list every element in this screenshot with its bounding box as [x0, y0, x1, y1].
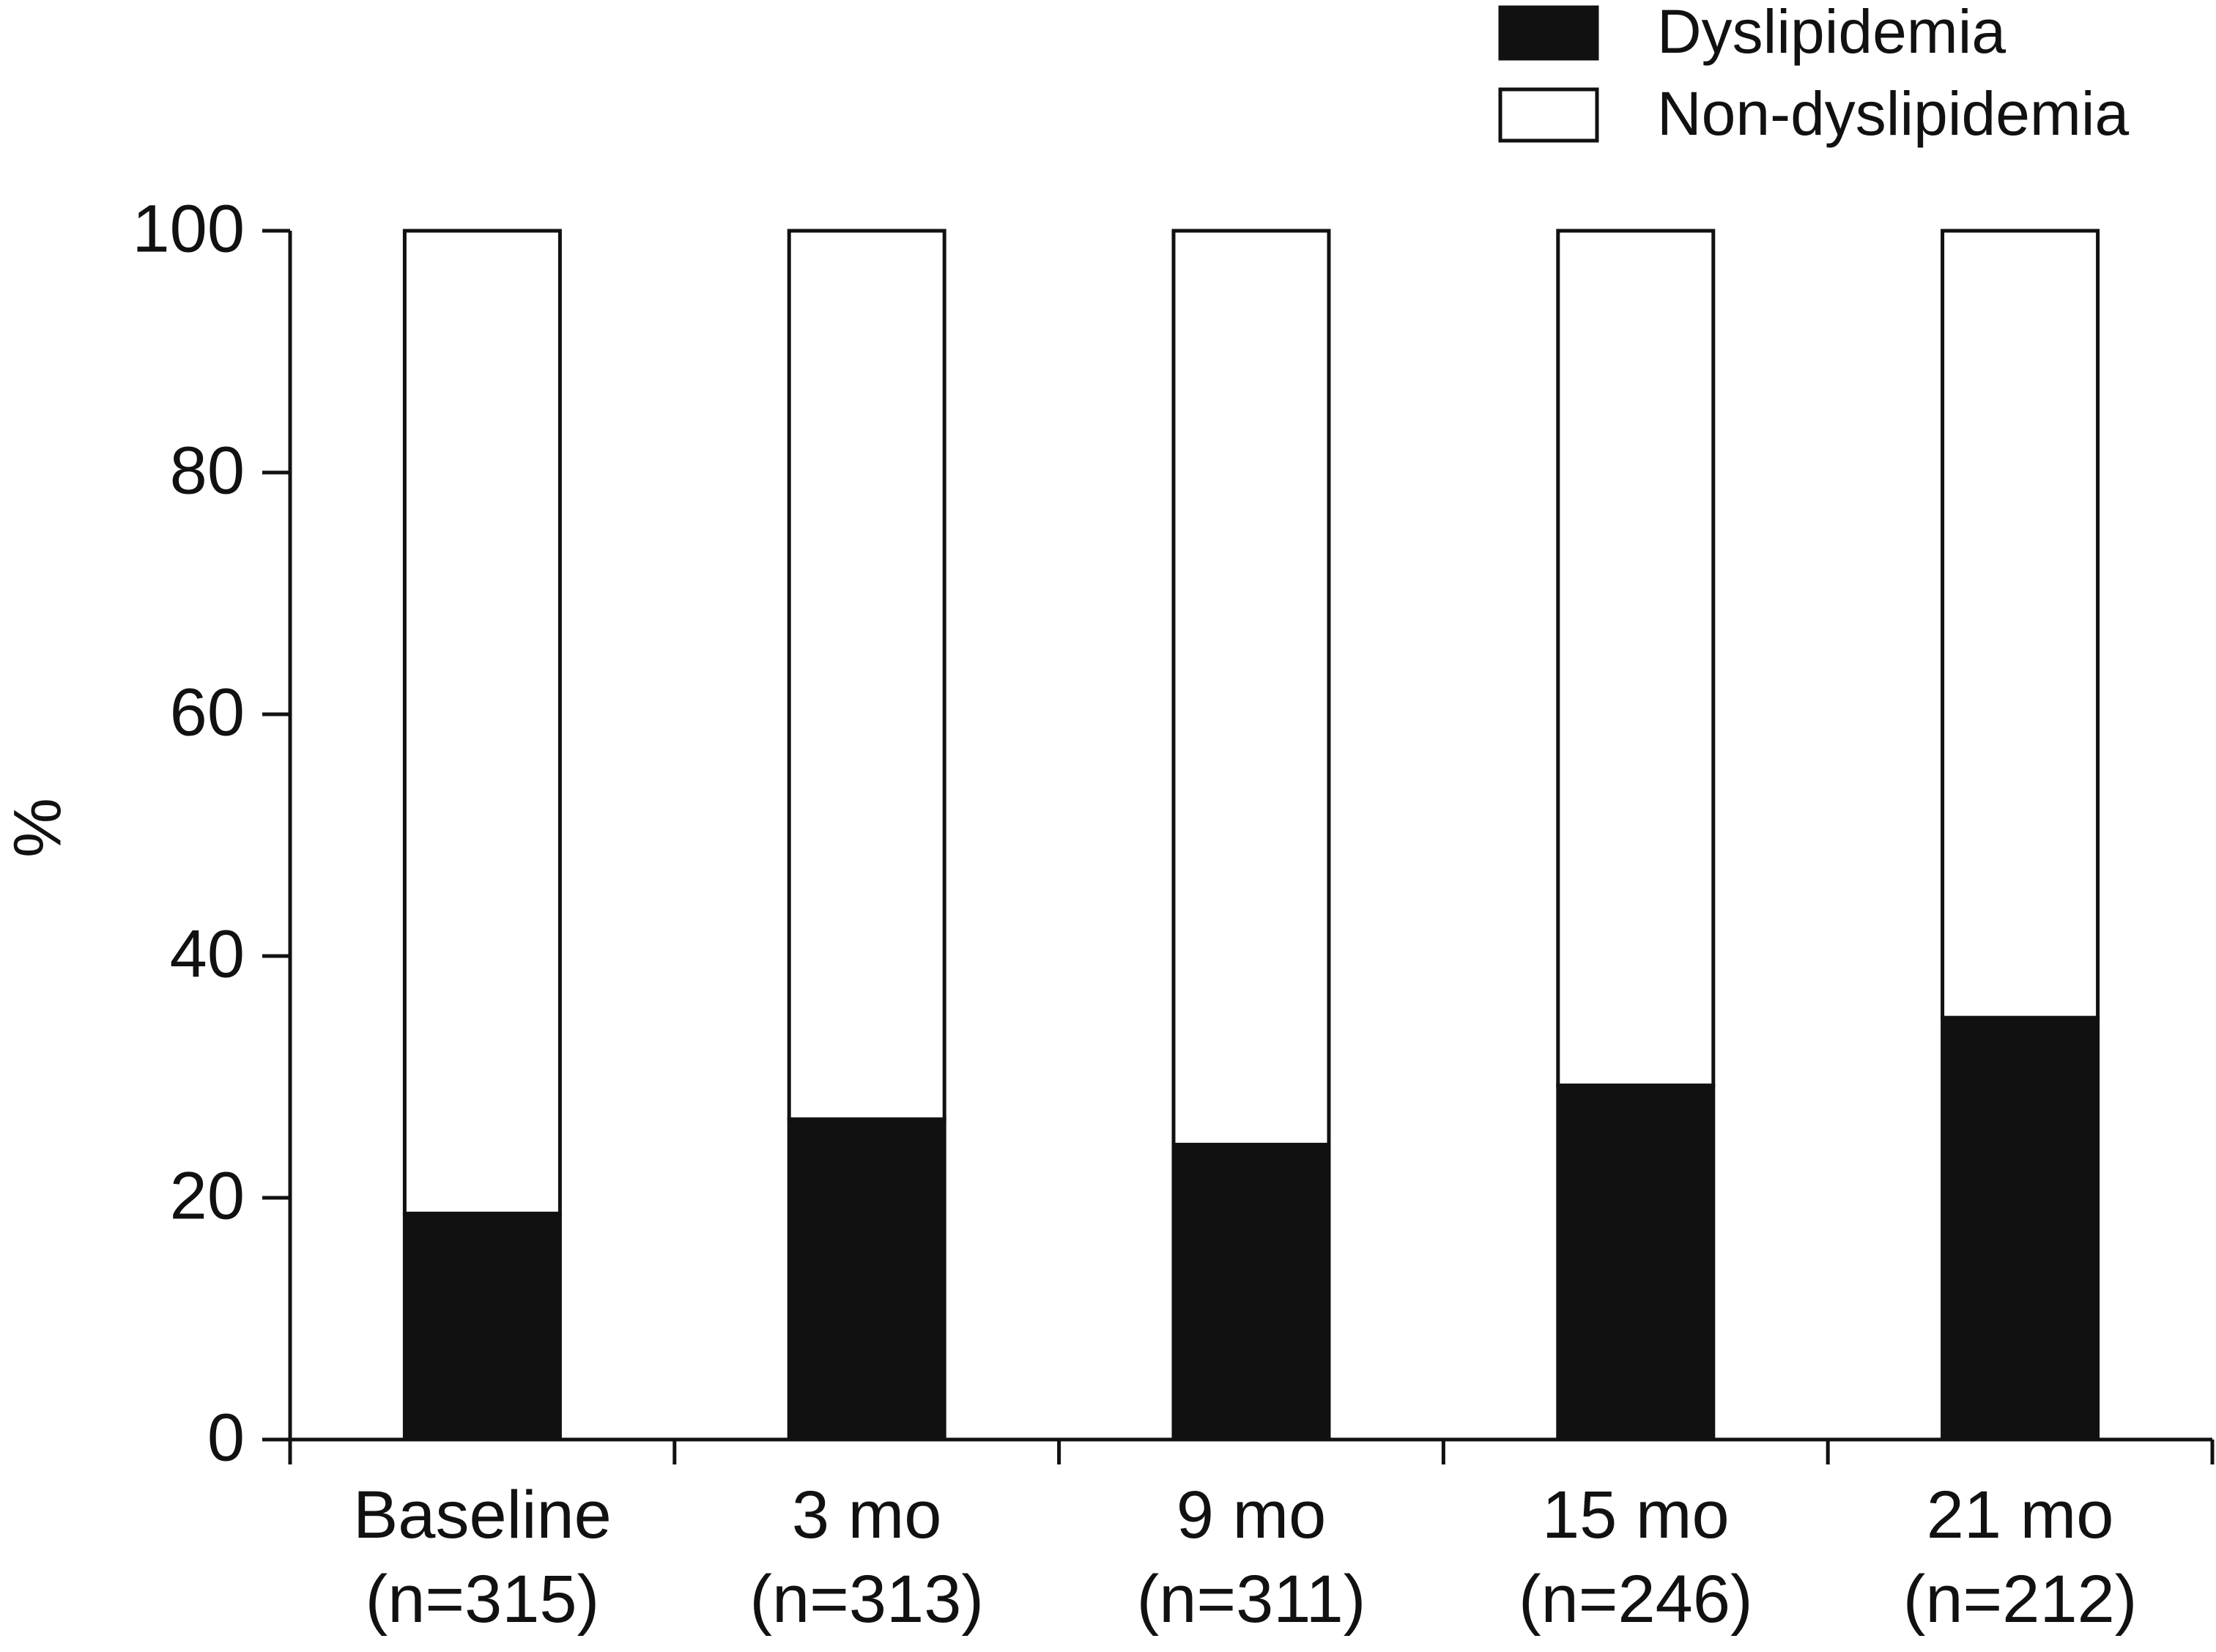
- y-tick-label: 20: [170, 1158, 245, 1233]
- x-tick-label: 9 mo (n=311): [1137, 1478, 1366, 1637]
- y-axis-label: %: [0, 798, 75, 858]
- x-tick-label: Baseline (n=315): [353, 1478, 612, 1637]
- y-tick-label: 100: [133, 191, 245, 266]
- bar-segment: [402, 1211, 562, 1442]
- x-tick-label: 3 mo (n=313): [749, 1478, 984, 1637]
- legend-label: Dyslipidemia: [1657, 0, 2006, 66]
- legend-swatch: [1498, 87, 1599, 143]
- bar-segment: [1941, 1015, 2100, 1442]
- x-tick-label: 21 mo (n=212): [1903, 1478, 2138, 1637]
- bar-segment: [1556, 1084, 1716, 1442]
- bar-segment: [402, 229, 562, 1215]
- y-tick-label: 60: [170, 675, 245, 749]
- y-tick-label: 0: [207, 1400, 245, 1475]
- legend-label: Non-dyslipidemia: [1657, 79, 2130, 148]
- legend-swatch: [1498, 5, 1599, 61]
- bar-segment: [787, 229, 946, 1122]
- y-tick-label: 80: [170, 433, 245, 508]
- bar-segment: [1171, 1142, 1331, 1442]
- bar-segment: [1556, 229, 1716, 1088]
- y-tick-label: 40: [170, 916, 245, 991]
- x-tick-label: 15 mo (n=246): [1519, 1478, 1753, 1637]
- bar-segment: [787, 1117, 946, 1442]
- bar-segment: [1171, 229, 1331, 1147]
- bar-segment: [1941, 229, 2100, 1020]
